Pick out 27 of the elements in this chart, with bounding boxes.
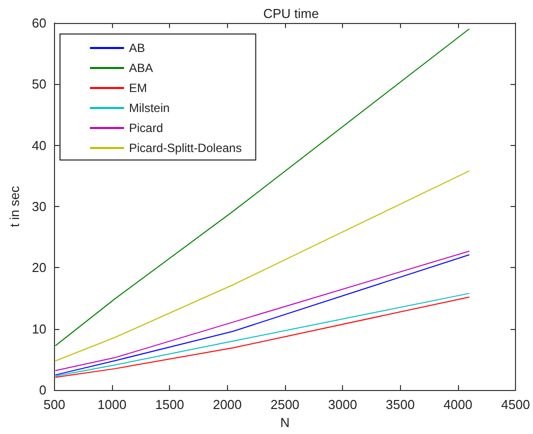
- legend-label: Milstein: [129, 101, 170, 115]
- x-tick-label: 2000: [212, 397, 242, 412]
- y-tick-label: 60: [32, 16, 46, 30]
- x-tick-label: 1000: [98, 397, 126, 412]
- y-tick-label: 40: [32, 138, 46, 153]
- line-series: [55, 28, 470, 346]
- y-tick-label: 10: [32, 321, 46, 336]
- x-tick-label: 3500: [386, 397, 415, 412]
- legend-label: AB: [129, 41, 146, 55]
- line-series: [55, 170, 470, 362]
- legend-label: Picard-Splitt-Doleans: [129, 141, 242, 155]
- chart-title: CPU time: [263, 6, 319, 21]
- legend-label: Picard: [129, 121, 164, 135]
- legend-label: ABA: [129, 61, 154, 75]
- y-tick-label: 30: [32, 199, 46, 214]
- legend-label: EM: [129, 81, 148, 95]
- y-tick-label: 50: [32, 76, 46, 92]
- x-tick-label: 3000: [328, 397, 358, 412]
- x-axis-title: N: [280, 415, 290, 430]
- y-tick-label: 0: [39, 382, 46, 398]
- x-tick-label: 500: [44, 397, 66, 412]
- x-tick-label: 2500: [270, 397, 300, 412]
- y-tick-label: 20: [32, 260, 46, 276]
- y-axis-title: t in sec: [7, 185, 22, 228]
- x-tick-label: 4000: [443, 397, 472, 412]
- x-tick-label: 4500: [501, 397, 530, 412]
- x-tick-label: 1500: [155, 397, 184, 412]
